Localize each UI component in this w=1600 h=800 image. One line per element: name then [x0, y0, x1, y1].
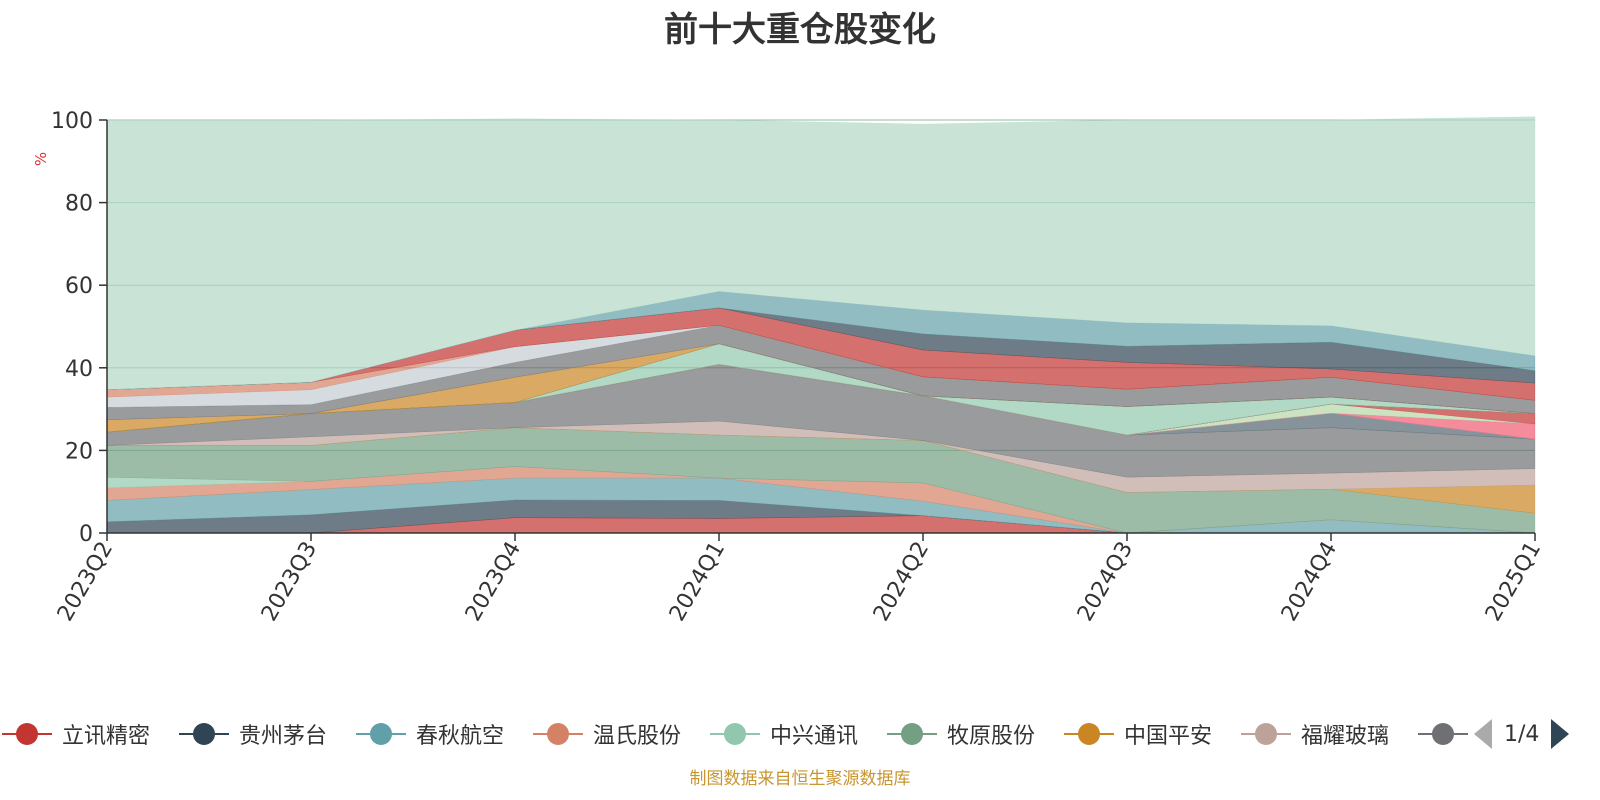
x-tick-label-2024Q4: 2024Q4: [1277, 538, 1342, 626]
legend: 立讯精密 贵州茅台 春秋航空 温氏股份 中兴通讯 牧原股份 中国平安 福耀玻璃 万华化学: [0, 716, 1468, 752]
series-areas: [106, 116, 1536, 534]
legend-next-page-icon[interactable]: [1551, 719, 1570, 749]
series-area-29: [106, 116, 1536, 390]
x-tick-label-2024Q1: 2024Q1: [665, 538, 730, 626]
legend-label: 中国平安: [1124, 724, 1213, 749]
stacked-area-chart: 0 20 40 60 80 100 2023Q2 2023Q3 2023Q4 2024Q1 2024…: [51, 109, 1546, 626]
x-tick-label-2024Q2: 2024Q2: [869, 538, 934, 626]
legend-item-4[interactable]: 中兴通讯: [710, 716, 858, 752]
y-tick-label-100: 100: [51, 109, 93, 134]
y-tick-label-60: 60: [65, 274, 93, 299]
legend-label: 中兴通讯: [770, 724, 859, 749]
x-tick-label-2024Q3: 2024Q3: [1073, 538, 1138, 626]
legend-item-3[interactable]: 温氏股份: [533, 716, 681, 752]
legend-marker-icon: [1241, 722, 1291, 746]
legend-marker-icon: [2, 722, 52, 746]
legend-label: 温氏股份: [593, 724, 682, 749]
legend-marker-icon: [533, 722, 583, 746]
legend-item-7[interactable]: 福耀玻璃: [1241, 716, 1389, 752]
legend-item-6[interactable]: 中国平安: [1064, 716, 1212, 752]
legend-label: 贵州茅台: [239, 724, 328, 749]
legend-prev-page-icon[interactable]: [1474, 719, 1492, 749]
legend-pager: 1/4: [1472, 716, 1600, 752]
legend-item-0[interactable]: 立讯精密: [2, 716, 150, 752]
legend-label: 福耀玻璃: [1301, 724, 1390, 749]
legend-label: 牧原股份: [947, 724, 1036, 749]
legend-marker-icon: [1418, 722, 1468, 746]
legend-marker-icon: [179, 722, 229, 746]
y-tick-label-80: 80: [65, 192, 93, 217]
x-tick-label-2023Q2: 2023Q2: [53, 538, 118, 626]
legend-item-8[interactable]: 万华化学: [1418, 716, 1468, 752]
y-tick-label-0: 0: [79, 522, 93, 547]
legend-item-1[interactable]: 贵州茅台: [179, 716, 327, 752]
chart-title: 前十大重仓股变化: [664, 10, 936, 50]
legend-label: 春秋航空: [416, 724, 505, 749]
x-tick-label-2025Q1: 2025Q1: [1481, 538, 1546, 626]
legend-page-indicator: 1/4: [1504, 721, 1540, 747]
legend-marker-icon: [356, 722, 406, 746]
legend-item-2[interactable]: 春秋航空: [356, 716, 504, 752]
legend-item-5[interactable]: 牧原股份: [887, 716, 1035, 752]
y-tick-label-40: 40: [65, 357, 93, 382]
legend-marker-icon: [887, 722, 937, 746]
y-tick-label-20: 20: [65, 439, 93, 464]
x-tick-label-2023Q4: 2023Q4: [461, 538, 526, 626]
legend-label: 立讯精密: [62, 724, 151, 749]
data-source-note: 制图数据来自恒生聚源数据库: [689, 769, 911, 789]
legend-marker-icon: [1064, 722, 1114, 746]
x-tick-label-2023Q3: 2023Q3: [257, 538, 322, 626]
legend-marker-icon: [710, 722, 760, 746]
